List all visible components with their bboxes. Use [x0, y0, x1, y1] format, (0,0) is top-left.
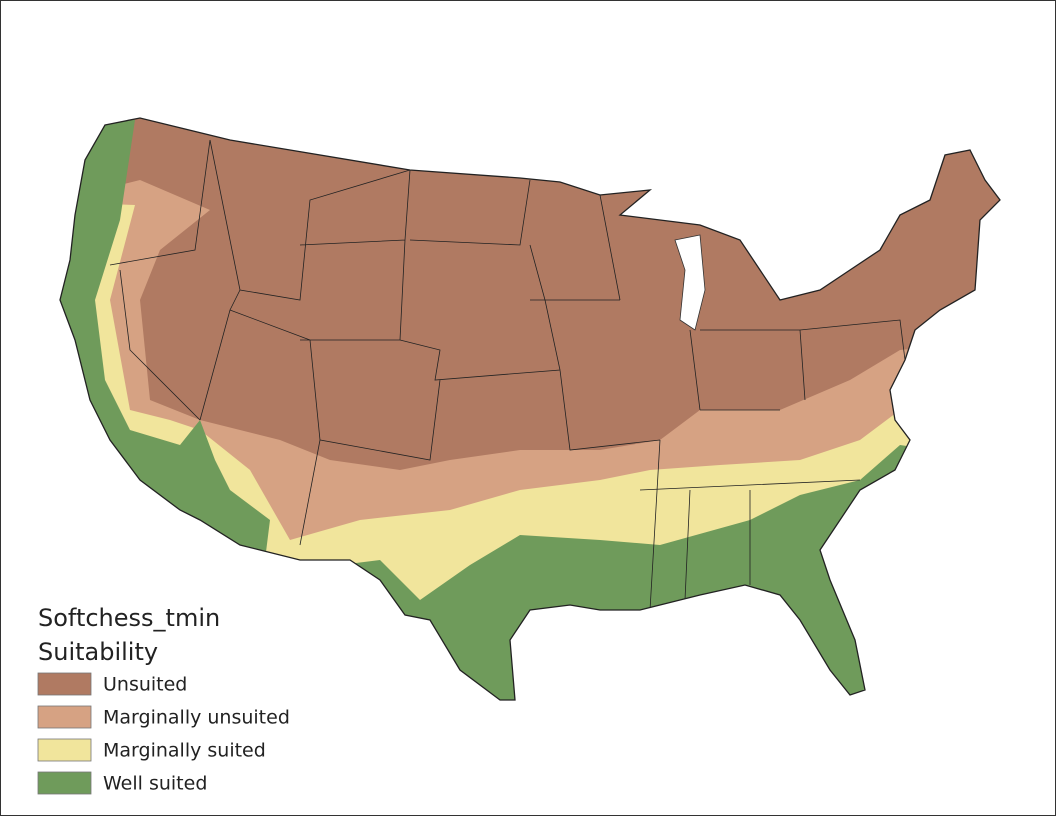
- legend-subtitle: Suitability: [38, 638, 158, 666]
- lake-michigan: [674, 234, 706, 331]
- legend-swatch: [37, 705, 92, 729]
- legend-label: Marginally unsuited: [103, 707, 290, 729]
- legend-label: Well suited: [103, 773, 207, 795]
- state-borders: [109, 139, 906, 611]
- legend-swatch: [37, 771, 92, 795]
- legend-swatch: [37, 672, 92, 696]
- legend-label: Unsuited: [103, 674, 187, 696]
- legend-label: Marginally suited: [103, 740, 266, 762]
- legend-title: Softchess_tmin: [38, 604, 220, 632]
- legend-swatch: [37, 738, 92, 762]
- legend: Unsuited Marginally unsuited Marginally su…: [37, 672, 290, 795]
